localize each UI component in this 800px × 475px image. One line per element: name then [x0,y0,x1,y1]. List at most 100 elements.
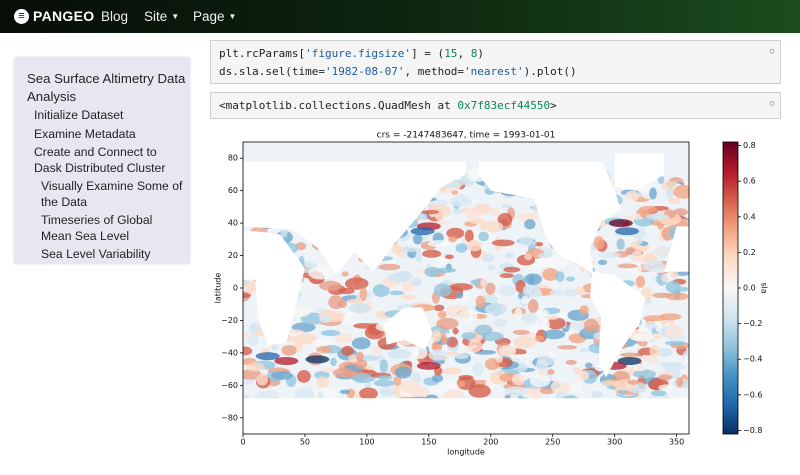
sidebar-title: Sea Surface Altimetry Data Analysis [27,71,186,104]
field-patch [284,329,304,334]
field-patch [424,266,441,278]
field-patch [661,273,668,283]
field-patch [294,387,315,402]
code-line: ds.sla.sel(time='1982-08-07', method='ne… [219,65,577,78]
sidebar-item[interactable]: Create and Connect to Dask Distributed C… [34,145,186,263]
field-patch [627,379,640,385]
land-mask [614,153,665,191]
sidebar-item[interactable]: Initialize Dataset [34,108,186,124]
y-tick-label: 40 [228,219,238,228]
field-patch [497,212,513,227]
field-patch [534,335,544,342]
field-patch [510,394,519,400]
field-patch [436,317,459,330]
caret: ▼ [171,12,180,21]
field-patch [542,318,550,331]
code-cell[interactable]: ◯ plt.rcParams['figure.figsize'] = (15, 8… [210,40,781,84]
nav-dropdown[interactable]: Page ▼ [193,9,236,24]
field-patch [617,357,642,365]
code-token: 0x7f83ecf44550 [457,99,551,112]
field-patch [412,346,428,359]
field-patch [658,384,675,392]
field-patch [501,204,513,209]
nav-link[interactable]: Blog [101,9,128,24]
field-patch [412,234,423,245]
brand[interactable]: ≡ PANGEO [14,8,94,24]
field-patch [243,333,256,338]
field-patch [454,353,469,360]
field-patch [624,214,644,220]
code-token: ds.sla.sel(time= [219,65,325,78]
field-patch [504,386,527,397]
field-patch [527,299,539,314]
field-patch [411,278,422,287]
field-patch [472,362,485,376]
field-patch [434,211,444,221]
field-patch [341,345,354,356]
field-patch [485,282,496,295]
field-patch [537,253,552,258]
field-patch [410,386,429,400]
field-patch [359,387,378,400]
field-patch [549,289,565,296]
sidebar-item[interactable]: Examine Metadata [34,127,186,143]
pin-icon[interactable]: ◯ [769,99,774,107]
field-patch [328,295,344,310]
field-patch [458,374,474,381]
field-patch [353,322,377,329]
y-axis-label: latitude [214,273,223,304]
sidebar-subitem[interactable]: Visually Examine Some of the Data [41,179,183,209]
field-patch [667,197,681,204]
sidebar-subitem[interactable]: Sea Level Variability [41,247,151,261]
y-tick-label: 80 [228,154,238,163]
x-tick-label: 250 [545,438,560,447]
y-tick-label: 0 [233,284,238,293]
field-patch [523,312,538,324]
field-patch [427,204,451,218]
field-patch [378,263,401,271]
field-patch [316,376,330,388]
code-token: '1982-08-07' [324,65,405,78]
field-patch [274,357,299,365]
field-patch [534,289,543,298]
field-patch [665,325,684,338]
code-token: 'nearest' [464,65,524,78]
field-patch [487,264,496,271]
pin-icon[interactable]: ◯ [769,47,774,55]
field-patch [319,314,333,324]
field-patch [495,354,503,363]
field-patch [360,354,381,361]
field-patch [394,366,412,379]
colorbar-tick-label: 0.2 [743,248,756,257]
field-patch [631,250,643,263]
field-patch [427,240,451,248]
field-patch [359,287,368,302]
field-patch [490,207,501,217]
field-patch [542,267,559,281]
field-patch [584,362,593,369]
field-patch [500,346,516,356]
field-patch [305,355,330,364]
field-patch [655,347,673,357]
x-tick-label: 0 [240,438,245,447]
field-patch [338,287,355,295]
field-patch [571,382,583,393]
field-patch [619,352,641,357]
field-patch [529,390,542,401]
nav-dropdown[interactable]: Site ▼ [144,9,179,24]
sidebar: Sea Surface Altimetry Data Analysis Init… [14,57,190,264]
land-mask [664,226,689,272]
sidebar-subitem[interactable]: Timeseries of Global Mean Sea Level [41,213,153,243]
field-patch [642,315,666,322]
field-patch [243,369,262,380]
field-patch [433,283,452,297]
field-patch [401,280,415,293]
field-patch [655,319,662,333]
code-token: > [550,99,557,112]
plot: crs = -2147483647, time = 1993-01-01 0 50 1… [214,131,769,457]
field-patch [437,310,447,319]
field-patch [470,279,482,286]
field-patch [431,374,444,383]
field-patch [645,213,670,220]
field-patch [539,387,555,395]
